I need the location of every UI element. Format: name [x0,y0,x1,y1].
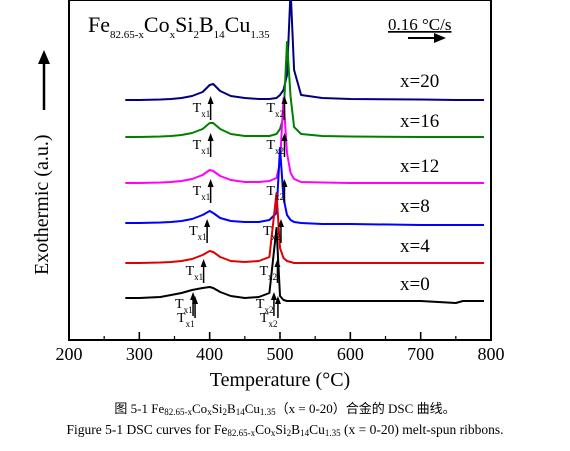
onset-arrowhead-icon [192,296,199,304]
onset-label-tx2: Tx2 [259,264,277,282]
onset-label-tx1: Tx1 [193,138,211,156]
onset-label-tx2: Tx2 [266,138,284,156]
y-axis-label: Exothermic (a.u.) [31,135,53,276]
onset-arrowhead-icon [270,292,277,300]
series-labels: x=20 x=16 x=12 x=8 x=4 x=0 [400,71,439,295]
curve-x-20 [125,0,484,101]
x-tick-label: 300 [126,344,153,364]
curve-group [125,0,484,304]
heating-rate-arrow-icon [408,33,446,43]
onset-label-tx1: Tx1 [186,264,204,282]
x-tick-label: 700 [407,344,434,364]
onset-arrowhead-icon [274,259,281,267]
heating-rate-label: 0.16 °C/s [388,15,451,34]
figure-caption-english: Figure 5-1 DSC curves for Fe82.65-xCoxSi… [66,422,504,438]
series-label: x=8 [400,196,430,217]
onset-markers: Tx1 Tx2 Tx1 Tx2 Tx1 Tx2 Tx1 Tx2 Tx1 Tx2 Tx1 Tx2 Tx1 T… [175,96,288,329]
series-label: x=4 [400,236,430,257]
dsc-chart: 200 300 400 500 600 700 800 x=20 x=16 x=12 x=8 x=4… [31,0,505,391]
curve-x-16 [125,41,484,138]
x-axis-label: Temperature (°C) [210,369,350,391]
onset-label-tx2: Tx2 [266,101,284,119]
onset-arrowhead-icon [281,96,288,104]
onset-label-tx2: Tx2 [263,224,281,242]
onset-arrowhead-icon [207,96,214,104]
x-tick-label: 200 [56,344,83,364]
series-label: x=0 [400,274,430,295]
x-axis-ticks: 200 300 400 500 600 700 800 [56,332,505,364]
chart-title: Fe82.65-xCoxSi2B14Cu1.35 [88,12,270,41]
curve-x-4 [125,192,484,264]
curve-x-0 [125,227,484,304]
onset-arrowhead-icon [277,219,284,227]
y-direction-arrow-icon [38,50,50,110]
series-label: x=12 [400,156,439,177]
series-label: x=20 [400,71,439,92]
onset-arrowhead-icon [207,133,214,141]
onset-arrowhead-icon [200,259,207,267]
onset-arrowhead-icon [207,179,214,187]
onset-arrowhead-icon [281,133,288,141]
onset-label-tx2: Tx2 [256,297,274,315]
x-tick-label: 400 [196,344,223,364]
onset-label-tx1: Tx1 [193,101,211,119]
onset-label-tx1: Tx1 [175,297,193,315]
x-tick-label: 500 [267,344,294,364]
x-tick-label: 600 [337,344,364,364]
figure-caption-chinese: 图 5-1 Fe82.65-xCoxSi2B14Cu1.35（x = 0-20）… [114,401,456,417]
series-label: x=16 [400,111,439,132]
onset-arrowhead-icon [274,296,281,304]
onset-arrowhead-icon [204,219,211,227]
onset-label-bottom: Tx1 [177,311,195,329]
onset-label-tx2: Tx2 [266,184,284,202]
onset-label-tx1: Tx1 [193,184,211,202]
onset-label-tx1: Tx1 [189,224,207,242]
onset-label-bottom: Tx2 [260,311,278,329]
onset-arrowhead-icon [281,179,288,187]
curve-x-12 [125,97,484,184]
x-tick-label: 800 [478,344,505,364]
